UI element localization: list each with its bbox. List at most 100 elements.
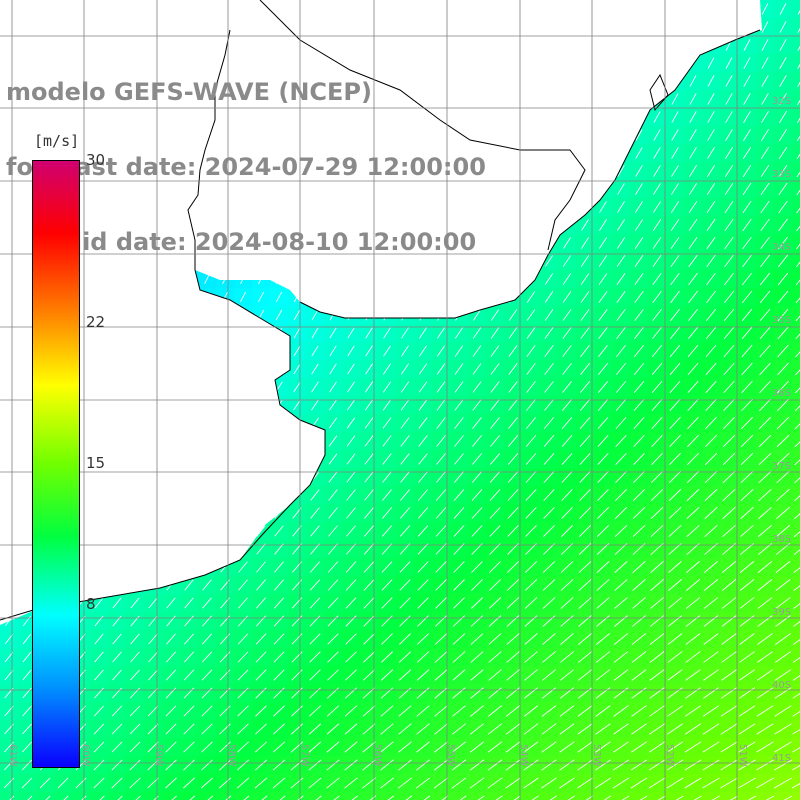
wind-arrow bbox=[524, 615, 538, 627]
wind-arrow bbox=[671, 93, 679, 105]
wind-arrow bbox=[469, 777, 485, 789]
wind-arrow bbox=[686, 506, 700, 520]
wind-arrow bbox=[399, 561, 411, 573]
wind-arrow bbox=[761, 75, 769, 87]
wind-arrow bbox=[653, 183, 661, 195]
wind-arrow bbox=[578, 525, 592, 537]
field-cell bbox=[792, 666, 800, 685]
wind-arrow bbox=[652, 201, 662, 213]
wind-arrow bbox=[725, 75, 733, 87]
wind-arrow bbox=[759, 308, 771, 322]
wind-arrow bbox=[434, 633, 448, 645]
wind-arrow bbox=[794, 423, 800, 430]
wind-arrow bbox=[724, 218, 734, 232]
wind-arrow bbox=[741, 344, 753, 358]
wind-arrow bbox=[796, 243, 800, 250]
wind-arrow bbox=[544, 381, 554, 393]
wind-arrow bbox=[93, 759, 105, 771]
wind-arrow bbox=[706, 218, 716, 232]
wind-arrow bbox=[184, 615, 194, 627]
wind-arrow bbox=[524, 633, 538, 645]
wind-arrow bbox=[471, 579, 483, 591]
wind-arrow bbox=[549, 795, 557, 800]
wind-arrow bbox=[777, 362, 789, 376]
wind-arrow bbox=[687, 380, 699, 394]
wind-arrow bbox=[311, 399, 319, 411]
wind-arrow bbox=[705, 380, 717, 394]
wind-arrow bbox=[631, 705, 647, 717]
wind-arrow bbox=[346, 453, 356, 465]
wind-arrow bbox=[93, 741, 105, 753]
field-cell bbox=[792, 72, 800, 91]
wind-arrow bbox=[669, 416, 681, 430]
wind-arrow bbox=[613, 687, 629, 699]
field-cell bbox=[792, 774, 800, 793]
wind-arrow bbox=[490, 309, 500, 321]
wind-arrow bbox=[363, 579, 375, 591]
field-cell bbox=[198, 792, 217, 800]
wind-arrow bbox=[362, 723, 376, 735]
field-cell bbox=[522, 792, 541, 800]
wind-arrow bbox=[183, 669, 195, 681]
field-cell bbox=[792, 0, 800, 19]
colorbar-legend: [m/s] 30 22 15 8 bbox=[14, 128, 114, 778]
wind-arrow bbox=[472, 435, 482, 447]
wind-arrow bbox=[506, 579, 520, 591]
latitude-label: 36S bbox=[772, 388, 791, 399]
wind-arrow bbox=[633, 380, 645, 394]
wind-arrow bbox=[634, 237, 644, 249]
field-cell bbox=[792, 450, 800, 469]
wind-arrow bbox=[256, 543, 266, 555]
wind-arrow bbox=[707, 129, 715, 141]
wind-arrow bbox=[688, 254, 698, 268]
wind-arrow bbox=[774, 687, 792, 699]
wind-arrow bbox=[470, 633, 484, 645]
wind-arrow bbox=[778, 218, 788, 232]
wind-arrow bbox=[397, 777, 413, 789]
wind-arrow bbox=[364, 435, 374, 447]
wind-arrow bbox=[433, 759, 449, 771]
wind-arrow bbox=[200, 777, 214, 789]
wind-arrow bbox=[418, 453, 428, 465]
wind-arrow bbox=[666, 759, 684, 771]
wind-arrow bbox=[670, 308, 680, 322]
wind-arrow bbox=[686, 470, 700, 484]
wind-arrow bbox=[470, 687, 484, 699]
wind-arrow bbox=[417, 561, 429, 573]
wind-arrow bbox=[724, 164, 734, 178]
wind-arrow bbox=[578, 579, 592, 591]
wind-arrow bbox=[597, 398, 609, 412]
longitude-label: 57W bbox=[299, 744, 310, 767]
wind-arrow bbox=[130, 597, 140, 609]
wind-arrow bbox=[721, 633, 737, 645]
wind-arrow bbox=[634, 344, 644, 358]
wind-arrow bbox=[345, 579, 357, 591]
wind-arrow bbox=[489, 453, 501, 465]
wind-arrow bbox=[671, 129, 679, 141]
wind-arrow bbox=[236, 759, 250, 771]
wind-arrow bbox=[705, 344, 717, 358]
wind-arrow bbox=[256, 525, 266, 537]
wind-arrow bbox=[649, 723, 665, 735]
wind-arrow bbox=[4, 633, 14, 645]
wind-arrow bbox=[776, 434, 790, 448]
wind-arrow bbox=[669, 380, 681, 394]
wind-arrow bbox=[488, 669, 502, 681]
wind-arrow bbox=[436, 381, 446, 393]
wind-arrow bbox=[783, 795, 793, 800]
wind-arrow bbox=[165, 669, 177, 681]
field-cell bbox=[792, 342, 800, 361]
wind-arrow bbox=[614, 579, 628, 591]
field-cell bbox=[468, 792, 487, 800]
wind-arrow bbox=[560, 579, 574, 591]
wind-arrow bbox=[577, 705, 593, 717]
wind-arrow bbox=[380, 741, 394, 753]
wind-arrow bbox=[345, 633, 357, 645]
wind-arrow bbox=[22, 741, 32, 753]
wind-arrow bbox=[345, 669, 357, 681]
wind-arrow bbox=[363, 651, 375, 663]
wind-arrow bbox=[778, 110, 788, 124]
wind-arrow bbox=[437, 327, 445, 339]
wind-arrow bbox=[671, 147, 679, 159]
wind-arrow bbox=[507, 435, 519, 447]
